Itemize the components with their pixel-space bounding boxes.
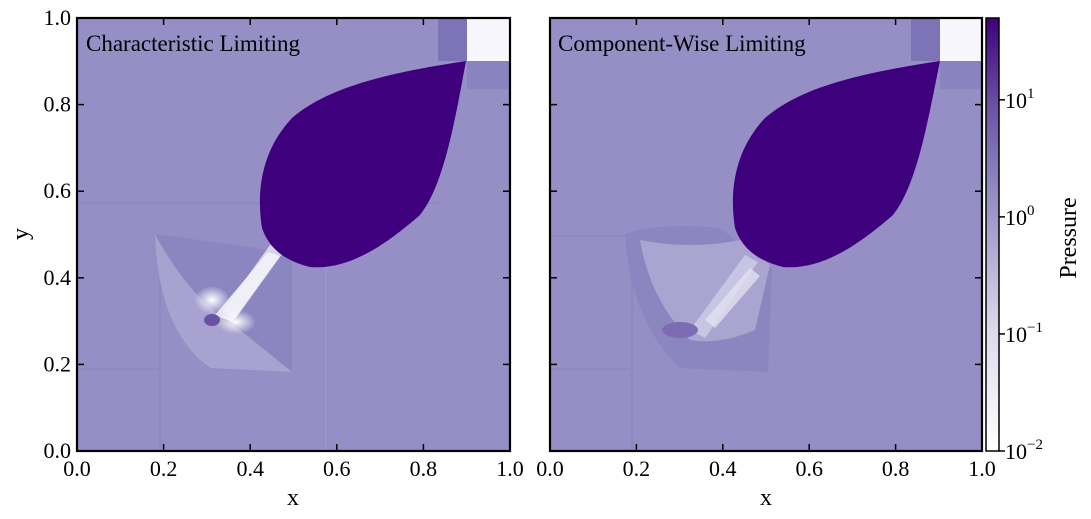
panel-title: Characteristic Limiting — [86, 31, 300, 56]
y-tick-label: 0.2 — [44, 351, 72, 376]
x-tick-label: 1.0 — [496, 456, 524, 481]
y-tick-label: 0.6 — [44, 178, 72, 203]
panel-right — [550, 18, 982, 451]
turbulent-streak — [705, 268, 760, 328]
high-pressure-blob — [732, 61, 940, 268]
shock-fan — [155, 234, 292, 372]
corner-light-region — [940, 18, 982, 61]
x-tick-label: 1.0 — [968, 456, 996, 481]
x-tick-label: 0.6 — [323, 456, 351, 481]
jet-stream — [222, 245, 285, 318]
x-tick-label: 0.2 — [623, 456, 651, 481]
dark-spot — [662, 322, 698, 338]
x-tick-label: 0.2 — [150, 456, 178, 481]
y-tick-label: 0.0 — [44, 438, 72, 463]
turbulent-streak — [690, 255, 758, 338]
bright-spot — [216, 310, 256, 334]
axes-frame — [75, 16, 512, 453]
colorbar-tick-label: 100 — [1005, 203, 1035, 230]
x-tick-label: 0.8 — [410, 456, 438, 481]
axes-frame — [548, 16, 984, 453]
ticks-right: 0.0 0.2 0.4 0.6 0.8 1.0 — [536, 17, 996, 481]
panel-title: Component-Wise Limiting — [558, 31, 806, 56]
colorbar — [985, 17, 1000, 452]
colorbar-tick-label: 10−2 — [1005, 437, 1043, 464]
colorbar-ticks: 10−2 10−1 100 101 — [999, 86, 1043, 464]
x-tick-label: 0.8 — [882, 456, 910, 481]
panel-left — [77, 18, 510, 451]
y-tick-label: 1.0 — [44, 5, 72, 30]
x-axis-label: x — [760, 485, 772, 511]
corner-band-horizontal — [940, 61, 982, 89]
corner-band-horizontal — [467, 61, 510, 89]
colorbar-tick-label: 101 — [1005, 86, 1035, 113]
corner-light-region — [467, 18, 510, 61]
high-pressure-blob — [259, 61, 466, 268]
bright-spot — [194, 286, 230, 314]
x-tick-label: 0.6 — [795, 456, 823, 481]
x-axis-label: x — [287, 485, 299, 511]
x-tick-label: 0.0 — [536, 456, 564, 481]
dark-spot — [204, 314, 220, 326]
x-tick-label: 0.4 — [236, 456, 264, 481]
y-tick-label: 0.8 — [44, 92, 72, 117]
x-tick-label: 0.4 — [709, 456, 737, 481]
colorbar-tick-label: 10−1 — [1005, 320, 1043, 347]
x-tick-label: 0.0 — [63, 456, 91, 481]
y-tick-label: 0.4 — [44, 265, 72, 290]
ticks-left: 0.0 0.2 0.4 0.6 0.8 1.0 0.0 0.2 0.4 0.6 0.8 1.0 — [44, 5, 524, 481]
corner-band-vertical — [911, 18, 940, 61]
colorbar-label: Pressure — [1056, 197, 1082, 278]
corner-band-vertical — [438, 18, 467, 61]
y-axis-label: y — [8, 228, 34, 240]
